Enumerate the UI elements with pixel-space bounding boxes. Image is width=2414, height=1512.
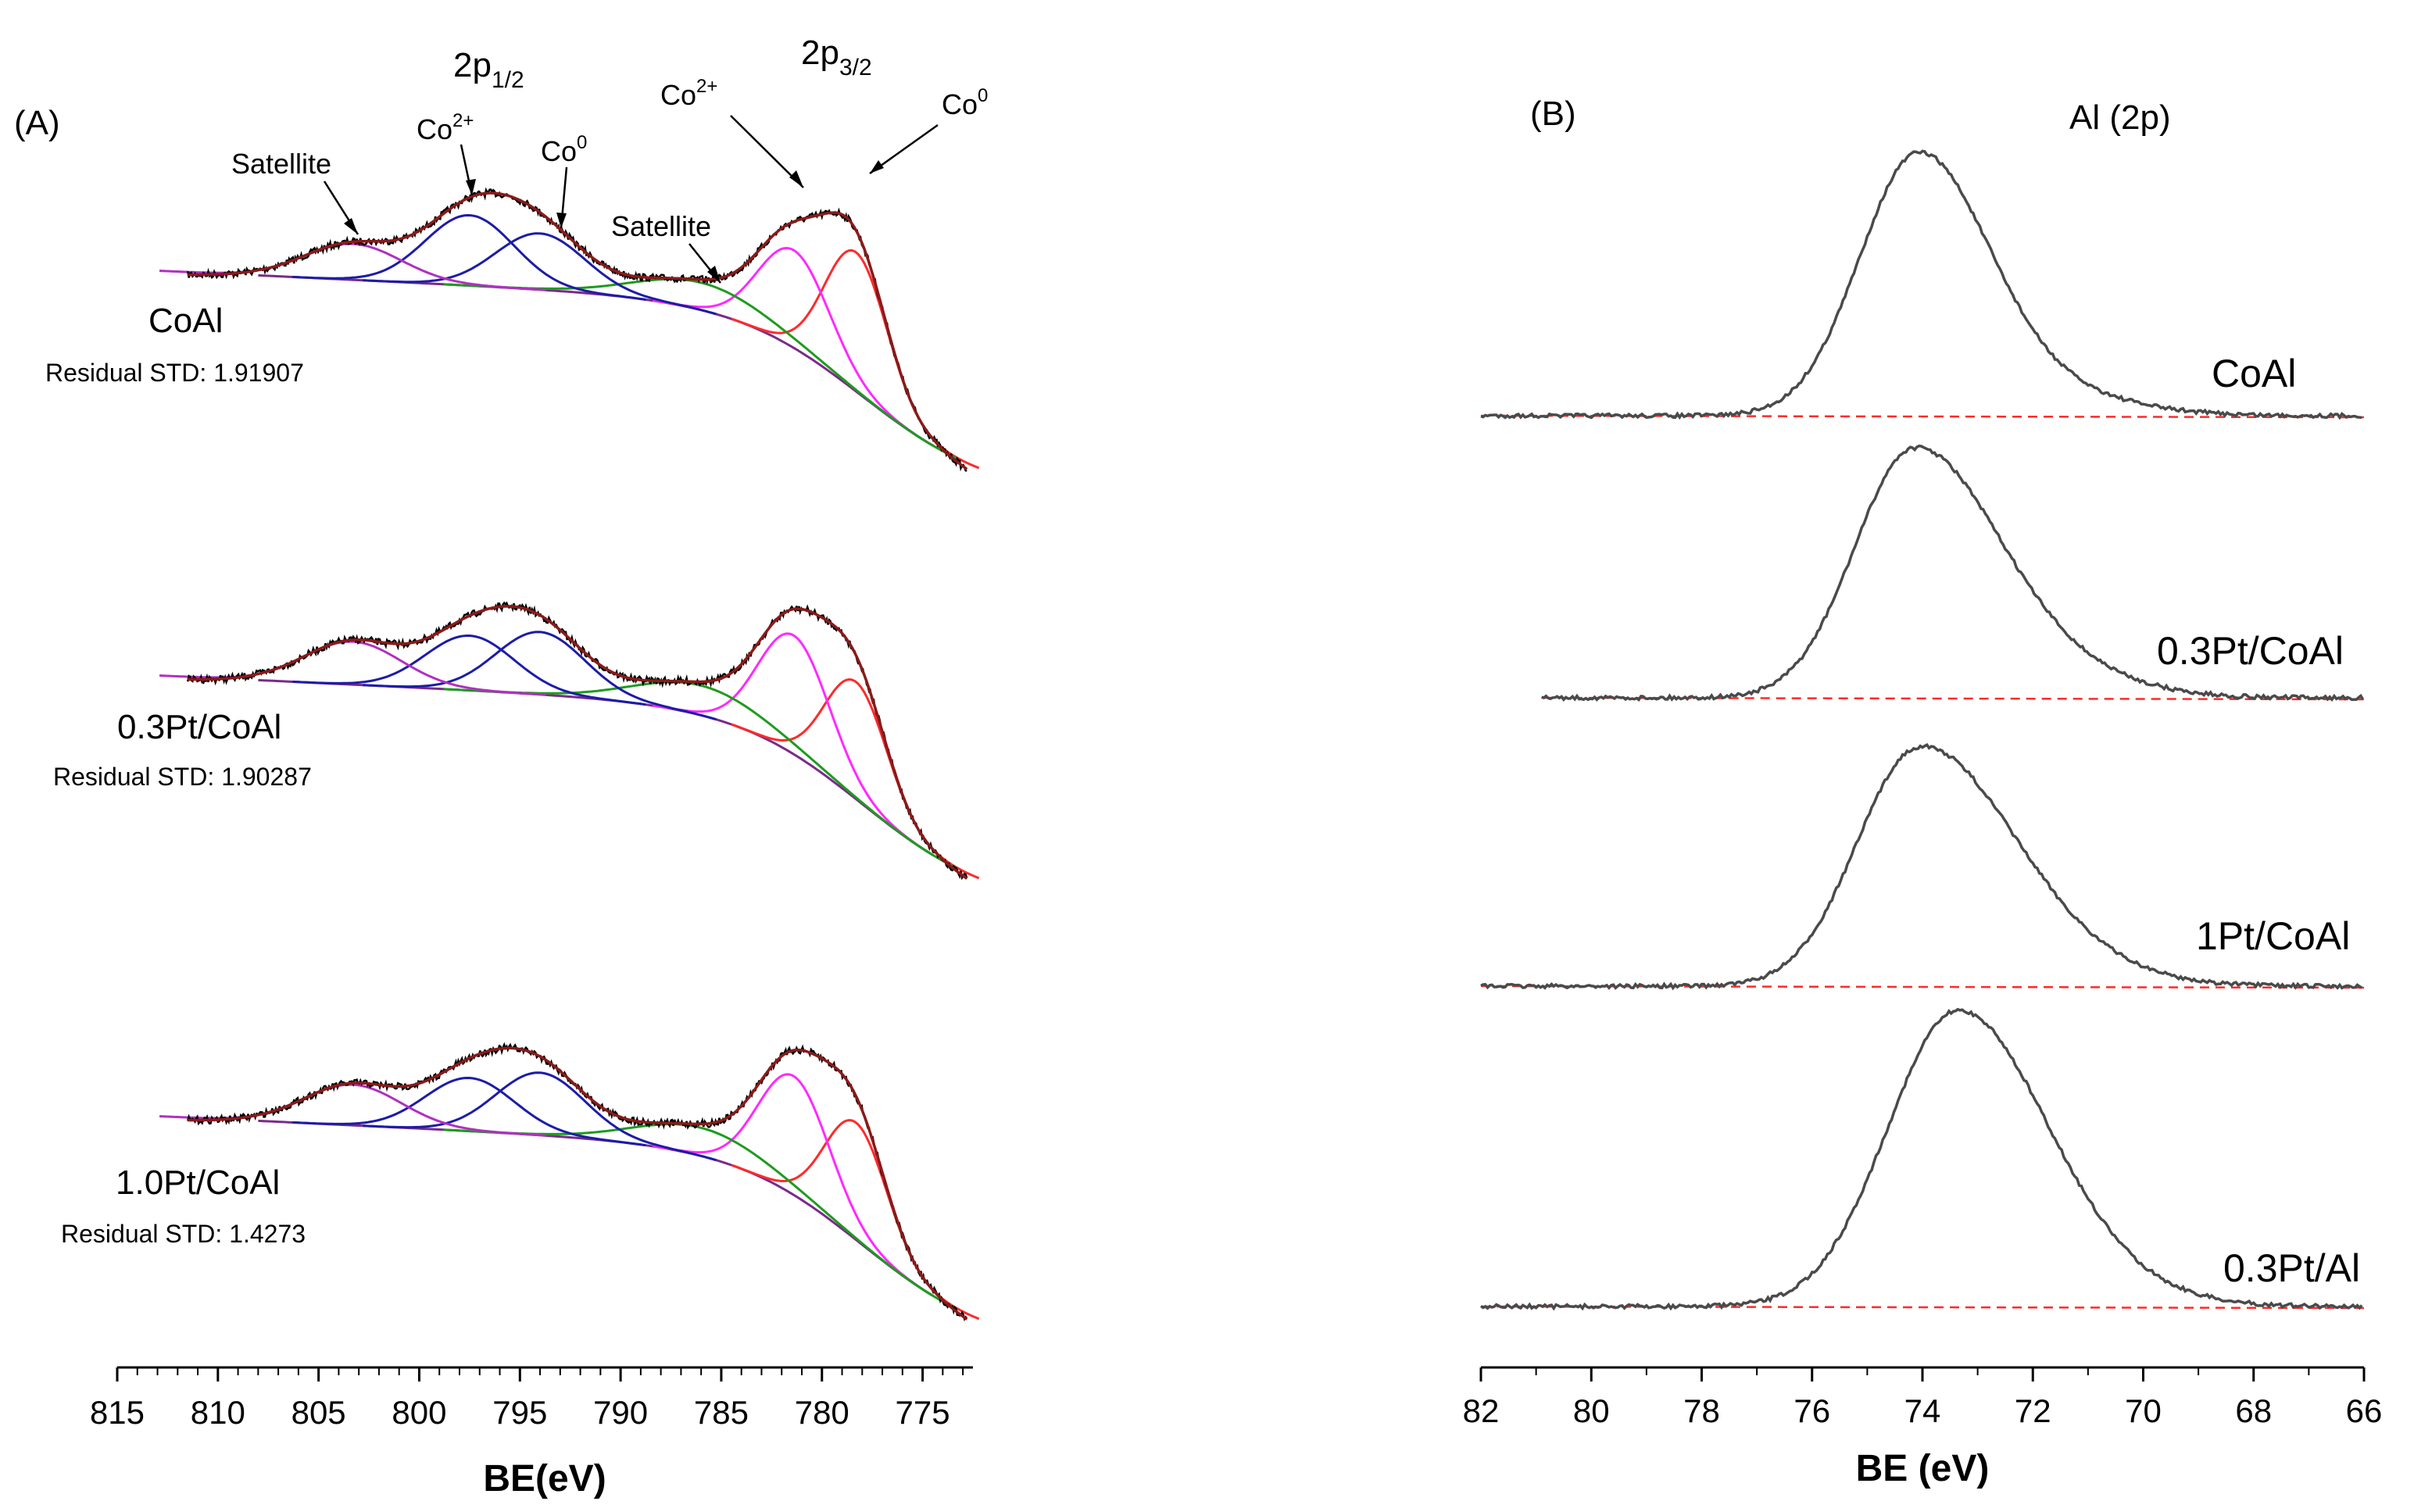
x-tick-label-a: 800: [392, 1394, 446, 1431]
x-tick-label-b: 70: [2125, 1392, 2162, 1429]
residual-std-0.3pt-coal: Residual STD: 1.90287: [53, 763, 312, 791]
label-2p12: 2p1/2: [453, 46, 524, 93]
component-peak: [292, 1076, 646, 1147]
x-tick-label-a: 795: [492, 1394, 547, 1431]
component-peak: [159, 640, 546, 696]
x-tick-label-a: 810: [191, 1394, 245, 1431]
component-peak: [363, 232, 717, 316]
panel-b-label: (B): [1530, 95, 1576, 133]
arrowhead: [789, 170, 803, 188]
x-axis-b-ticks: 82 80 78 76 74 72 70 68 66: [1463, 1367, 2383, 1429]
panel-b-spectra: [1479, 149, 2365, 1311]
x-tick-label-a: 775: [896, 1394, 950, 1431]
background-curve: [258, 273, 934, 447]
x-tick-label-a: 815: [90, 1394, 145, 1431]
component-peak: [731, 1118, 980, 1321]
x-tick-label-b: 66: [2346, 1392, 2383, 1429]
envelope-fit: [188, 1046, 968, 1321]
sample-label-0.3pt-coal: 0.3Pt/CoAl: [117, 708, 281, 746]
component-peak: [731, 248, 980, 470]
x-tick-label-a: 785: [694, 1394, 749, 1431]
arrowhead: [344, 218, 358, 234]
x-tick-label-b: 68: [2235, 1392, 2272, 1429]
sample-label-coal: CoAl: [148, 302, 223, 340]
x-axis-a-label: BE(eV): [483, 1458, 606, 1499]
label-co0-2p32: Co0: [942, 85, 988, 120]
panel-b-title: Al (2p): [2069, 98, 2171, 137]
label-satellite-2p12: Satellite: [231, 148, 331, 180]
x-axis-b-label: BE (eV): [1856, 1448, 1990, 1489]
al2p-spectrum: [1541, 444, 2365, 702]
arrowhead: [466, 179, 476, 195]
experimental-spectrum: [186, 187, 967, 472]
al2p-spectrum: [1480, 149, 2362, 420]
label-co2-2p32: Co2+: [660, 76, 717, 111]
x-tick-label-a: 780: [795, 1394, 849, 1431]
sample-label-b-1pt-coal: 1Pt/CoAl: [2196, 914, 2350, 958]
x-tick-label-b: 76: [1794, 1392, 1830, 1429]
arrowhead: [870, 160, 884, 173]
component-peak: [159, 1083, 546, 1137]
panel-a-spectra: [159, 187, 980, 1322]
label-co2-2p12: Co2+: [417, 110, 474, 145]
sample-label-b-coal: CoAl: [2212, 352, 2296, 395]
arrow-heads-a: [344, 160, 884, 283]
component-peak: [653, 246, 935, 448]
x-tick-label-b: 72: [2015, 1392, 2051, 1429]
label-satellite-2p32: Satellite: [611, 210, 711, 242]
component-peak: [292, 634, 646, 706]
background-curve: [258, 1119, 934, 1297]
sample-label-b-0.3pt-coal: 0.3Pt/CoAl: [2157, 629, 2344, 673]
panel-a: (A) CoAl Residual STD: 1.91907 0.3Pt/CoA…: [14, 34, 988, 1499]
x-tick-label-b: 80: [1573, 1392, 1610, 1429]
x-axis-a-ticks: 815 810 805 800 795 790 785 780 775: [90, 1367, 964, 1431]
x-tick-label-b: 82: [1463, 1392, 1500, 1429]
component-peak: [653, 1073, 935, 1298]
component-peak: [443, 681, 958, 870]
label-2p32: 2p3/2: [801, 34, 872, 80]
sample-label-1.0pt-coal: 1.0Pt/CoAl: [116, 1163, 280, 1202]
panel-b: (B) Al (2p) CoAl 0.3Pt/CoAl 1Pt/CoAl 0.3…: [1463, 95, 2383, 1489]
background-curve: [258, 678, 934, 856]
component-peak: [731, 677, 980, 880]
residual-std-1.0pt-coal: Residual STD: 1.4273: [61, 1220, 306, 1248]
sample-label-b-0.3pt-al: 0.3Pt/Al: [2223, 1246, 2360, 1290]
x-tick-label-b: 74: [1904, 1392, 1941, 1429]
envelope-fit: [188, 605, 968, 880]
arrowhead: [556, 213, 567, 228]
x-tick-label-a: 805: [291, 1394, 346, 1431]
al2p-spectrum: [1480, 742, 2362, 991]
al2p-spectrum: [1479, 1007, 2363, 1311]
residual-std-coal: Residual STD: 1.91907: [45, 359, 304, 387]
component-peak: [653, 632, 935, 857]
envelope-fit: [188, 191, 968, 470]
baseline-dashed: [1541, 696, 2365, 701]
component-peak: [292, 213, 646, 301]
baseline-dashed: [1480, 1305, 2365, 1310]
x-tick-label-b: 78: [1683, 1392, 1720, 1429]
label-co0-2p12: Co0: [541, 132, 587, 167]
component-peak: [363, 1071, 717, 1162]
component-peak: [159, 242, 546, 291]
arrowhead: [707, 266, 721, 283]
x-tick-label-a: 790: [593, 1394, 648, 1431]
component-peak: [363, 631, 717, 721]
panel-a-label: (A): [14, 104, 60, 142]
